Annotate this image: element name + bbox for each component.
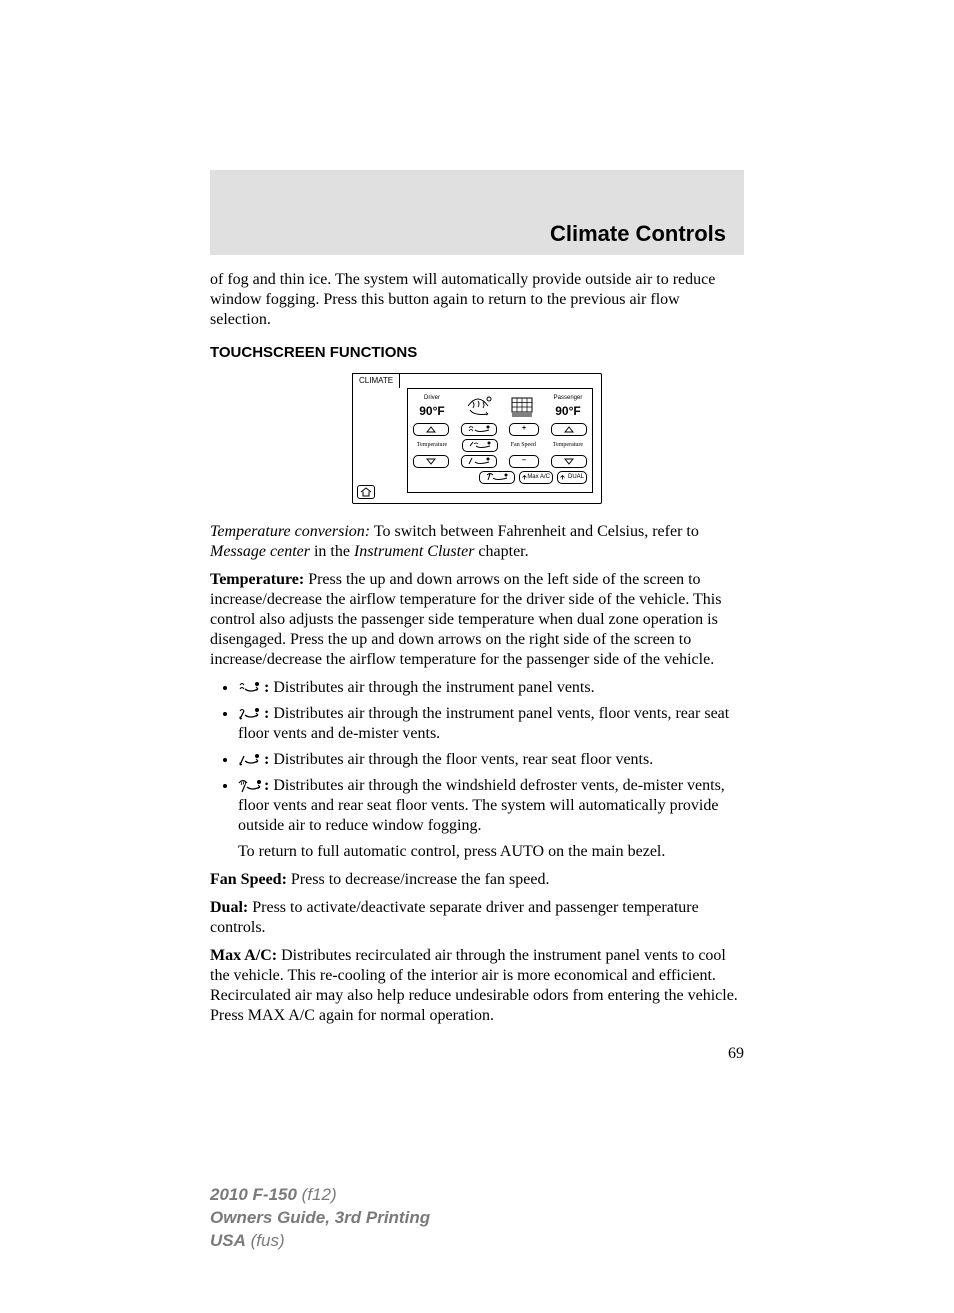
intro-continuation: of fog and thin ice. The system will aut… (210, 270, 744, 330)
grid-icon (506, 394, 538, 420)
driver-col: Driver 90°F (413, 395, 451, 420)
ts-row-down: – (413, 455, 587, 468)
passenger-col: Passenger 90°F (549, 395, 587, 420)
airflow-defrost-floor-button[interactable] (479, 471, 515, 484)
airflow-bullets: : Distributes air through the instrument… (210, 678, 744, 836)
driver-temp-down-button[interactable] (413, 455, 449, 468)
climate-tab: CLIMATE (352, 373, 400, 388)
ts-row-up: + (413, 423, 587, 436)
fan-speed-label: Fan Speed (508, 442, 538, 450)
auto-note: To return to full automatic control, pre… (210, 842, 744, 862)
airflow-panel-button[interactable] (461, 423, 497, 436)
airflow-floor-button[interactable] (461, 455, 497, 468)
fan-speed-down-button[interactable]: – (509, 455, 539, 468)
bullet-floor: : Distributes air through the floor vent… (238, 750, 744, 770)
passenger-temp-down-button[interactable] (551, 455, 587, 468)
bullet-panel: : Distributes air through the instrument… (238, 678, 744, 698)
defrost-floor-vent-icon (238, 779, 260, 793)
touchscreen-inner: Driver 90°F (407, 388, 593, 493)
header-strip: Climate Controls (210, 170, 744, 255)
page-number: 69 (210, 1044, 744, 1064)
bullet-panel-floor: : Distributes air through the instrument… (238, 704, 744, 744)
driver-temp-up-button[interactable] (413, 423, 449, 436)
touchscreen-diagram: CLIMATE Driver 90°F (352, 373, 602, 504)
footer-line3: USA (fus) (210, 1230, 744, 1253)
fan-speed-up-button[interactable]: + (509, 423, 539, 436)
passenger-temp: 90°F (555, 404, 580, 419)
dual-para: Dual: Press to activate/deactivate separ… (210, 898, 744, 938)
dual-button[interactable]: DUAL (557, 471, 587, 484)
content: of fog and thin ice. The system will aut… (210, 270, 744, 1253)
section-heading: TOUCHSCREEN FUNCTIONS (210, 344, 744, 363)
floor-vent-icon (238, 753, 260, 767)
ts-row-top: Driver 90°F (413, 394, 587, 420)
passenger-temp-up-button[interactable] (551, 423, 587, 436)
footer-line2: Owners Guide, 3rd Printing (210, 1207, 744, 1230)
panel-floor-vent-icon (238, 707, 260, 721)
temperature-para: Temperature: Press the up and down arrow… (210, 570, 744, 670)
ts-row-bottom: Max A/C DUAL (413, 471, 587, 484)
bullet-defrost-floor: : Distributes air through the windshield… (238, 776, 744, 836)
driver-temp: 90°F (419, 404, 444, 419)
driver-label: Driver (424, 395, 440, 403)
defrost-icon (462, 394, 494, 420)
panel-vent-icon (238, 681, 260, 695)
temp-label-right: Temperature (549, 442, 587, 450)
airflow-panel-floor-button[interactable] (462, 439, 498, 452)
home-icon (360, 487, 372, 497)
home-button[interactable] (357, 485, 375, 499)
ts-row-labels: Temperature Fan Speed Temperature (413, 439, 587, 452)
temp-label-left: Temperature (413, 442, 451, 450)
page-title: Climate Controls (550, 221, 726, 247)
touchscreen-outer: CLIMATE Driver 90°F (352, 373, 602, 504)
page: Climate Controls of fog and thin ice. Th… (0, 0, 954, 1313)
temp-conversion: Temperature conversion: To switch betwee… (210, 522, 744, 562)
footer: 2010 F-150 (f12) Owners Guide, 3rd Print… (210, 1184, 744, 1253)
max-ac-button[interactable]: Max A/C (519, 471, 553, 484)
passenger-label: Passenger (554, 395, 583, 403)
max-ac-para: Max A/C: Distributes recirculated air th… (210, 946, 744, 1026)
fan-speed-para: Fan Speed: Press to decrease/increase th… (210, 870, 744, 890)
footer-line1: 2010 F-150 (f12) (210, 1184, 744, 1207)
